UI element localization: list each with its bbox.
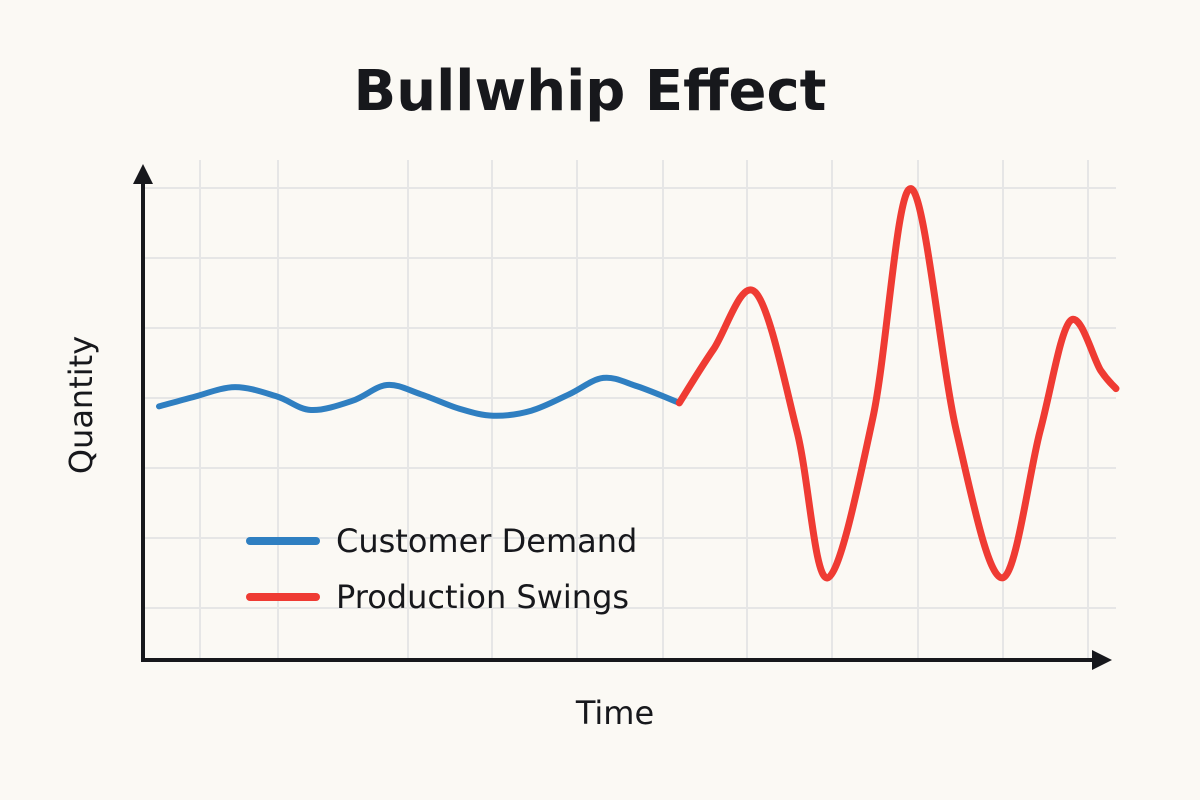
chart-title: Bullwhip Effect: [354, 59, 827, 124]
series-line-customer-demand: [156, 374, 683, 419]
legend-label-production-swings: Production Swings: [336, 578, 629, 616]
legend-label-customer-demand: Customer Demand: [336, 522, 637, 560]
series-line-production-swings: [675, 185, 1120, 582]
plot-grid: [143, 160, 1116, 660]
y-axis-label: Quantity: [62, 336, 100, 474]
x-axis-label: Time: [575, 694, 654, 732]
legend: Customer Demand Production Swings: [246, 522, 637, 616]
series-group: [156, 185, 1120, 582]
